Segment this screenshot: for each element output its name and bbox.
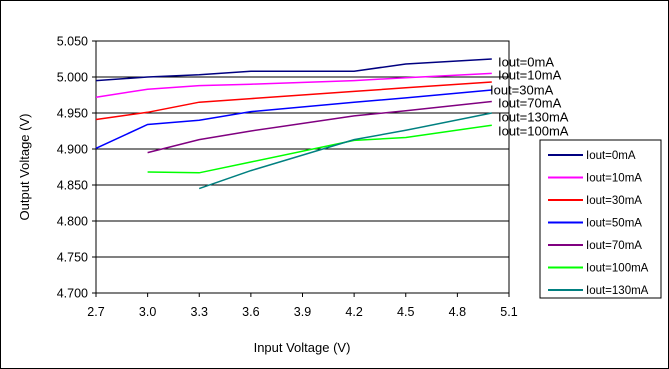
- series-end-label: Iout=30mA: [490, 83, 554, 98]
- legend-label: Iout=70mA: [586, 240, 642, 252]
- series-line: [95, 81, 492, 121]
- series-line: [95, 58, 492, 82]
- series-end-label: Iout=130mA: [498, 110, 569, 125]
- x-tick-label: 2.7: [87, 305, 104, 319]
- y-axis-title: Output Voltage (V): [17, 114, 32, 221]
- gridlines: [96, 76, 509, 258]
- x-tick-label: 3.9: [294, 305, 311, 319]
- x-axis-title: Input Voltage (V): [254, 340, 351, 355]
- x-tick-label: 3.3: [191, 305, 208, 319]
- series-end-label: Iout=70mA: [498, 96, 562, 111]
- legend-label: Iout=50mA: [586, 218, 642, 230]
- x-tick-label: 4.2: [345, 305, 362, 319]
- x-tick-label: 4.5: [397, 305, 414, 319]
- y-tick-label: 5.000: [57, 71, 88, 85]
- x-tick-label: 4.8: [449, 305, 466, 319]
- series-end-label: Iout=100mA: [498, 124, 569, 139]
- series-end-label: Iout=10mA: [498, 68, 562, 83]
- legend-label: Iout=100mA: [586, 263, 649, 275]
- legend-label: Iout=10mA: [586, 173, 642, 185]
- y-tick-label: 4.850: [57, 179, 88, 193]
- series-line: [147, 100, 492, 154]
- x-tick-label: 3.0: [139, 305, 156, 319]
- y-tick-label: 5.050: [57, 35, 88, 49]
- series-line: [198, 112, 492, 190]
- axis-ticks: 4.700 4.750 4.800 4.850 4.900 4.950 5.000 5.050…: [57, 35, 518, 320]
- legend-label: Iout=0mA: [586, 150, 636, 162]
- legend-label: Iout=130mA: [586, 285, 649, 297]
- series-line: [95, 72, 492, 98]
- y-tick-label: 4.800: [57, 215, 88, 229]
- legend-box: [539, 139, 662, 299]
- series-line: [147, 124, 492, 174]
- series-line: [95, 89, 492, 149]
- series-lines: [95, 58, 492, 190]
- y-tick-label: 4.900: [57, 143, 88, 157]
- legend-label: Iout=30mA: [586, 195, 642, 207]
- y-tick-label: 4.950: [57, 107, 88, 121]
- series-end-labels: Iout=0mAIout=10mAIout=30mAIout=70mAIout=…: [490, 55, 569, 139]
- legend: Iout=0mA Iout=10mA Iout=30mA Iout=50mA Iout=…: [539, 139, 662, 299]
- y-tick-label: 4.700: [57, 287, 88, 301]
- y-tick-label: 4.750: [57, 251, 88, 265]
- x-tick-label: 3.6: [242, 305, 259, 319]
- x-tick-label: 5.1: [500, 305, 517, 319]
- series-end-label: Iout=0mA: [498, 55, 554, 70]
- plot-area: [95, 40, 510, 294]
- legend-items: Iout=0mA Iout=10mA Iout=30mA Iout=50mA Iout=…: [548, 150, 649, 297]
